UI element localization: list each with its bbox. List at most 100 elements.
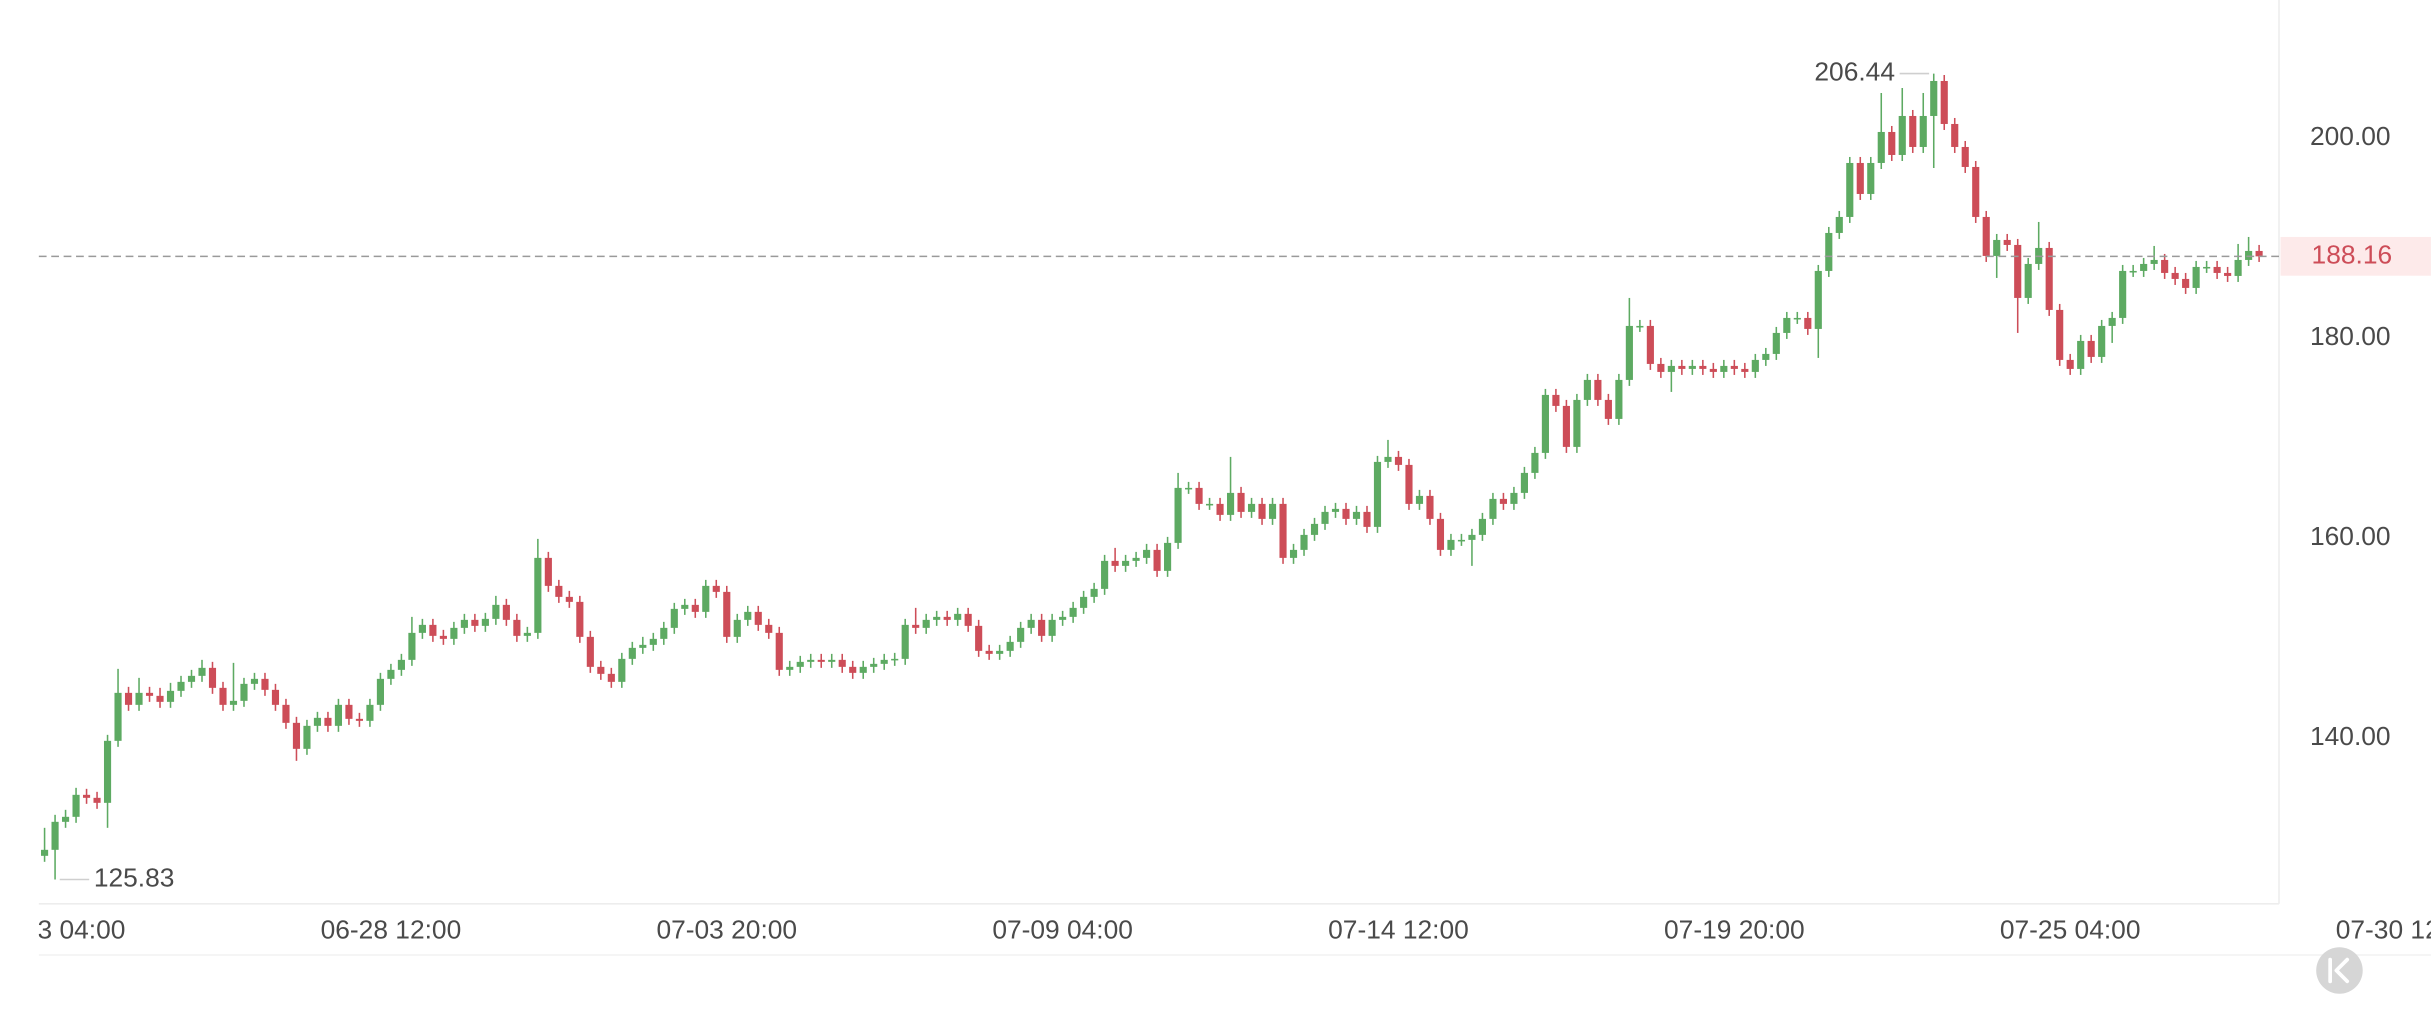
candle-body bbox=[817, 659, 825, 662]
candle-body bbox=[93, 797, 101, 803]
candle-body bbox=[1667, 365, 1675, 372]
candle-body bbox=[2255, 250, 2263, 257]
candle-body bbox=[1877, 131, 1885, 163]
reset-icon[interactable] bbox=[2328, 957, 2350, 984]
candle-body bbox=[702, 585, 710, 612]
candle-body bbox=[114, 692, 122, 741]
candle-body bbox=[1090, 588, 1098, 597]
candle-body bbox=[681, 604, 689, 609]
x-axis: 06-23 04:00 06-28 12:00 07-03 20:00 07-09 0… bbox=[0, 915, 2431, 945]
candle-body bbox=[387, 669, 395, 679]
candle-body bbox=[1226, 492, 1235, 515]
candle-body bbox=[607, 673, 615, 682]
candle-body bbox=[1657, 363, 1665, 372]
candle-body bbox=[2119, 270, 2127, 318]
last-price-label: 188.16 bbox=[2312, 239, 2393, 269]
candle-body bbox=[1909, 115, 1917, 147]
candle-body bbox=[1101, 560, 1109, 589]
candle-body bbox=[1478, 518, 1487, 535]
candle-body bbox=[1573, 399, 1581, 447]
candle-body bbox=[2108, 317, 2116, 326]
reset-button-circle[interactable] bbox=[2316, 947, 2363, 994]
candle-body bbox=[1636, 325, 1644, 328]
candle-body bbox=[1373, 461, 1382, 527]
candle-body bbox=[502, 604, 510, 620]
candle-body bbox=[618, 658, 626, 682]
candle-body bbox=[523, 632, 531, 636]
candle-body bbox=[1846, 162, 1854, 217]
min-label: 125.83 bbox=[94, 862, 175, 892]
candle-body bbox=[1436, 518, 1445, 550]
candle-body bbox=[1017, 627, 1025, 642]
candle-body bbox=[1678, 365, 1686, 369]
candle-body bbox=[439, 635, 447, 639]
x-tick-label: 07-14 12:00 bbox=[1328, 915, 1469, 945]
candle-body bbox=[145, 692, 154, 696]
candle-body bbox=[292, 722, 301, 749]
candle-body bbox=[1594, 379, 1602, 400]
y-tick-label: 140.00 bbox=[2310, 721, 2391, 751]
reset-button[interactable] bbox=[2316, 947, 2363, 994]
candle-body bbox=[1289, 549, 1298, 558]
candle-body bbox=[639, 644, 647, 648]
candle-body bbox=[828, 659, 836, 662]
x-tick-label: 06-23 04:00 bbox=[0, 915, 125, 945]
x-tick-label: 07-03 20:00 bbox=[656, 915, 797, 945]
candle-body bbox=[954, 613, 962, 620]
candle-body bbox=[219, 687, 227, 705]
candle-body bbox=[576, 601, 584, 637]
candle-body bbox=[2014, 244, 2022, 298]
candle-body bbox=[565, 596, 573, 602]
candle-body bbox=[534, 557, 542, 633]
candle-body bbox=[870, 663, 878, 667]
candle-body bbox=[1216, 503, 1224, 515]
candle-body bbox=[670, 608, 678, 628]
candle-body bbox=[1174, 487, 1182, 543]
candle-body bbox=[345, 704, 353, 719]
candle-body bbox=[1552, 394, 1560, 406]
candle-body bbox=[408, 632, 416, 660]
candle-body bbox=[397, 659, 405, 670]
candle-body bbox=[2066, 359, 2074, 369]
candle-body bbox=[849, 666, 857, 673]
candle-body bbox=[891, 658, 899, 661]
candle-body bbox=[2224, 272, 2232, 276]
y-tick-label: 160.00 bbox=[2310, 521, 2391, 551]
candle-body bbox=[429, 624, 437, 636]
candle-body bbox=[1993, 239, 2001, 256]
candle-body bbox=[41, 849, 49, 856]
candle-body bbox=[1751, 359, 1759, 372]
candle-body bbox=[1111, 560, 1119, 566]
candle-body bbox=[1384, 456, 1392, 462]
candle-body bbox=[2098, 325, 2106, 357]
y-tick-label: 200.00 bbox=[2310, 121, 2391, 151]
candle-body bbox=[187, 675, 196, 682]
candle-body bbox=[250, 678, 259, 684]
candle-body bbox=[1080, 596, 1088, 608]
candle-body bbox=[744, 611, 752, 620]
candle-body bbox=[1541, 394, 1549, 453]
candle-body bbox=[1856, 162, 1864, 194]
candle-body bbox=[1300, 534, 1308, 550]
candle-body bbox=[1038, 619, 1046, 636]
candle-body bbox=[985, 650, 993, 654]
candle-body bbox=[1520, 472, 1528, 493]
candle-body bbox=[1352, 511, 1361, 519]
candle-body bbox=[61, 816, 70, 822]
candle-body bbox=[555, 585, 563, 597]
candle-body bbox=[1814, 270, 1822, 329]
candle-body bbox=[1237, 492, 1245, 512]
candle-body bbox=[712, 585, 720, 592]
candle-body bbox=[1961, 146, 1969, 167]
candle-body bbox=[2203, 266, 2211, 269]
candle-body bbox=[1919, 115, 1927, 147]
candle-body bbox=[1363, 511, 1371, 527]
candle-body bbox=[1699, 365, 1707, 369]
candle-body bbox=[649, 638, 657, 645]
candle-body bbox=[1951, 123, 1959, 147]
candle-body bbox=[1615, 379, 1623, 419]
candle-body bbox=[366, 704, 374, 721]
candle-body bbox=[597, 666, 605, 674]
candle-body bbox=[1720, 365, 1728, 372]
candle-body bbox=[156, 695, 164, 702]
